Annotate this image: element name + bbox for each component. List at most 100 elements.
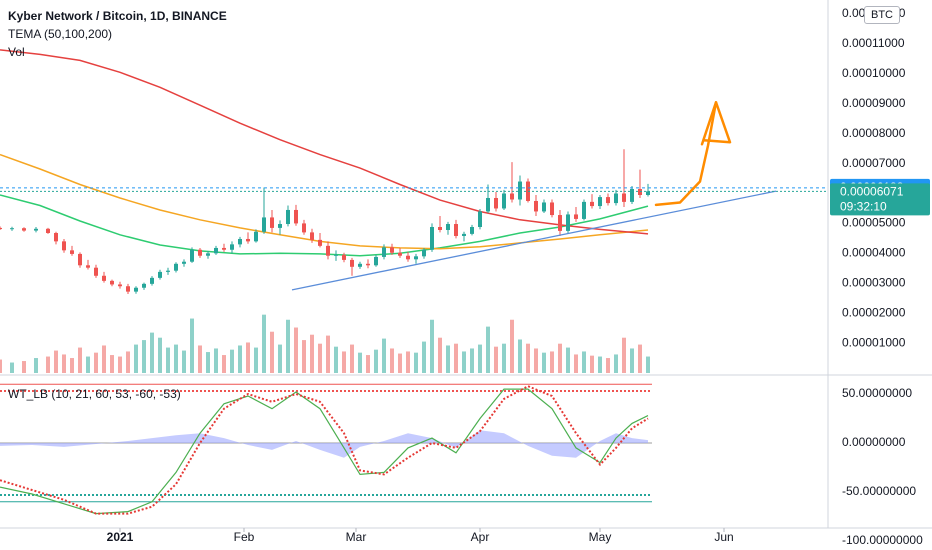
volume-bar <box>582 351 586 373</box>
vol-legend: Vol <box>8 45 25 59</box>
candle-body <box>270 217 274 228</box>
volume-bar <box>638 344 642 373</box>
volume-bar <box>414 352 418 373</box>
volume-bar <box>150 332 154 373</box>
candle-body <box>646 191 650 195</box>
candle-body <box>182 261 186 264</box>
volume-bar <box>174 344 178 373</box>
volume-bar <box>126 351 130 373</box>
candle-body <box>342 254 346 260</box>
candle-body <box>566 214 570 231</box>
volume-bar <box>78 347 82 373</box>
volume-bar <box>222 355 226 373</box>
volume-bar <box>318 343 322 373</box>
volume-bar <box>446 345 450 373</box>
wt1-line <box>0 388 649 515</box>
volume-bar <box>182 350 186 373</box>
volume-bar <box>502 343 506 373</box>
volume-bar <box>438 337 442 373</box>
price-tick-label: 0.00010000 <box>842 66 906 80</box>
time-label: 2021 <box>107 530 134 544</box>
candle-body <box>222 247 226 250</box>
candle-body <box>54 232 58 242</box>
annotation-arrow-head[interactable] <box>700 101 732 146</box>
volume-bar <box>350 344 354 373</box>
volume-bar <box>54 350 58 373</box>
volume-bar <box>334 346 338 373</box>
time-label: May <box>589 530 612 544</box>
volume-bar <box>358 352 362 373</box>
candle-body <box>94 267 98 276</box>
osc-tick-label: -50.00000000 <box>842 484 916 498</box>
volume-bar <box>102 345 106 373</box>
volume-bar <box>342 351 346 373</box>
moving-averages <box>0 49 649 257</box>
candle-body <box>206 253 210 256</box>
volume-bar <box>238 345 242 373</box>
candlesticks <box>0 149 650 295</box>
candle-body <box>86 265 90 268</box>
trendline[interactable] <box>291 190 777 291</box>
candle-body <box>430 227 434 250</box>
osc-tick-label: 50.00000000 <box>842 386 912 400</box>
candle-body <box>454 224 458 236</box>
volume-bar <box>406 351 410 373</box>
countdown-label: 09:32:10 <box>840 200 887 214</box>
tema-legend: TEMA (50,100,200) <box>8 27 113 41</box>
time-label: Apr <box>471 530 490 544</box>
volume-bar <box>302 340 306 373</box>
volume-bar <box>630 348 634 373</box>
candle-body <box>254 231 258 242</box>
candle-body <box>598 197 602 207</box>
candle-body <box>46 228 50 233</box>
candle-body <box>110 280 114 285</box>
candle-body <box>174 263 178 271</box>
candle-body <box>278 224 282 228</box>
candle-body <box>486 197 490 212</box>
osc-tick-label: -100.00000000 <box>842 533 923 547</box>
volume-bar <box>598 356 602 373</box>
volume-bar <box>34 358 38 373</box>
candle-body <box>70 250 74 254</box>
candle-body <box>494 197 498 209</box>
volume-bar <box>86 356 90 373</box>
candle-body <box>462 233 466 236</box>
candle-body <box>286 209 290 225</box>
candle-body <box>398 252 402 256</box>
candle-body <box>406 255 410 260</box>
candle-body <box>238 238 242 245</box>
volume-bar <box>262 314 266 373</box>
candle-body <box>302 223 306 233</box>
volume-bar <box>118 356 122 373</box>
currency-badge[interactable]: BTC <box>864 6 900 24</box>
candle-body <box>590 201 594 207</box>
volume-bar <box>470 348 474 373</box>
candle-body <box>230 244 234 250</box>
volume-bar <box>166 347 170 373</box>
time-label: Jun <box>714 530 733 544</box>
last-price-label: 0.00006071 <box>840 185 904 199</box>
candle-body <box>422 249 426 257</box>
candle-body <box>10 228 14 230</box>
volume-bar <box>510 319 514 373</box>
candle-body <box>22 228 26 231</box>
volume-bar <box>110 355 114 373</box>
volume-bar <box>206 352 210 373</box>
candle-body <box>542 202 546 212</box>
wt2-line <box>0 385 649 515</box>
candle-body <box>262 217 266 232</box>
price-tick-label: 0.00008000 <box>842 126 906 140</box>
candle-body <box>34 228 38 231</box>
volume-bar <box>158 337 162 373</box>
annotation-arrow-shaft[interactable] <box>654 101 718 207</box>
volume-bar <box>646 356 650 373</box>
candle-body <box>62 241 66 251</box>
volume-bar <box>606 358 610 373</box>
candle-body <box>198 249 202 256</box>
volume-bar <box>214 348 218 373</box>
candle-body <box>150 277 154 284</box>
candle-body <box>294 209 298 224</box>
candle-body <box>158 271 162 278</box>
candle-body <box>510 193 514 200</box>
